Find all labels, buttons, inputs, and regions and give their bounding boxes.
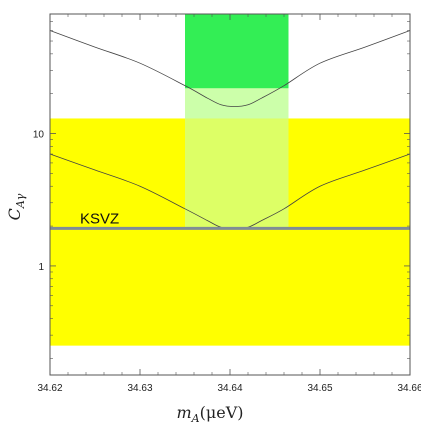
- y-tick-labels: 1 10: [33, 130, 45, 273]
- ksvz-label: KSVZ: [80, 210, 119, 227]
- x-tick-label: 34.65: [307, 383, 332, 394]
- y-tick-label: 10: [33, 130, 45, 141]
- y-axis-title: CAγ: [5, 193, 27, 220]
- axis-ticks: [49, 13, 411, 375]
- x-tick-labels: 34.62 34.63 34.64 34.65 34.66: [37, 383, 421, 394]
- overlap-band: [185, 118, 289, 229]
- x-tick-label: 34.64: [217, 383, 242, 394]
- y-axis-title-sub: Aγ: [14, 193, 27, 209]
- x-axis-title-sub: A: [191, 412, 200, 425]
- x-tick-label: 34.62: [37, 383, 62, 394]
- x-tick-label: 34.66: [397, 383, 421, 394]
- shaded-regions: [50, 14, 410, 346]
- y-axis-title-main: C: [5, 208, 24, 220]
- x-tick-label: 34.63: [127, 383, 152, 394]
- series-line-1: [49, 30, 411, 107]
- x-axis-title-main: m: [176, 403, 191, 422]
- y-axis-title-group: CAγ: [5, 193, 27, 220]
- x-axis-title-unit: (μeV): [200, 403, 244, 422]
- series-lines: [49, 30, 411, 230]
- x-axis-title: mA(μeV): [176, 403, 243, 425]
- y-tick-label: 1: [38, 262, 44, 273]
